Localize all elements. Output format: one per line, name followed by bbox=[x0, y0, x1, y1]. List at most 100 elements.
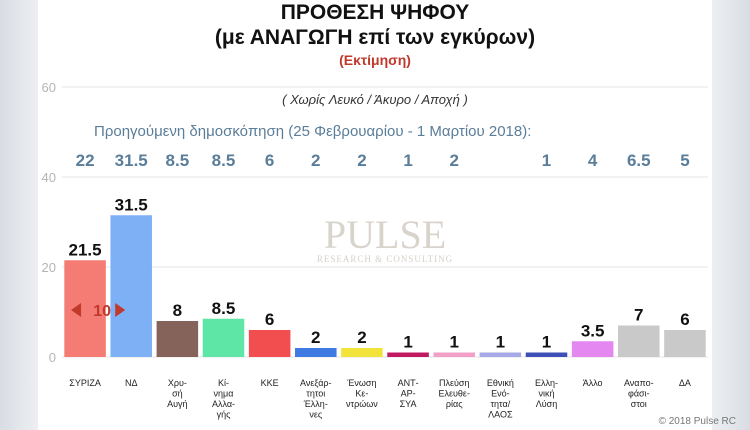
category-label: Εθνική bbox=[487, 378, 514, 388]
bar bbox=[571, 341, 614, 357]
previous-value: 2 bbox=[449, 151, 458, 170]
category-label: Αλλα- bbox=[212, 399, 235, 409]
bars bbox=[64, 215, 706, 357]
category-label: νική bbox=[538, 389, 554, 399]
category-label: φάσι- bbox=[628, 389, 650, 399]
category-label: Ελευθε- bbox=[438, 389, 469, 399]
bar bbox=[664, 330, 706, 357]
value-label: 2 bbox=[311, 328, 320, 347]
value-label: 8.5 bbox=[212, 299, 236, 318]
previous-values-row: 22 31.5 8.5 8.5 6 2 2 1 2 1 4 6.5 5 bbox=[76, 151, 690, 170]
value-label: 21.5 bbox=[69, 240, 102, 259]
bar bbox=[156, 321, 199, 357]
category-label: ΣΥΑ bbox=[400, 399, 417, 409]
previous-value: 8.5 bbox=[212, 151, 236, 170]
previous-value: 5 bbox=[680, 151, 689, 170]
previous-value: 6 bbox=[265, 151, 274, 170]
category-label: Κί- bbox=[218, 378, 229, 388]
y-axis: 0 20 40 60 bbox=[42, 80, 56, 365]
category-label: ρίας bbox=[446, 399, 463, 409]
bar bbox=[433, 352, 475, 357]
category-label: Χρυ- bbox=[168, 378, 187, 388]
category-label: Άλλο bbox=[583, 378, 603, 388]
value-label: 6 bbox=[265, 310, 274, 329]
category-label: ΛΑΟΣ bbox=[488, 410, 513, 420]
previous-value: 2 bbox=[311, 151, 320, 170]
category-label: σή bbox=[172, 389, 183, 399]
category-label: ΑΡ- bbox=[401, 389, 416, 399]
y-tick-label: 40 bbox=[42, 170, 56, 185]
bar bbox=[341, 348, 383, 357]
watermark-text: PULSE bbox=[324, 212, 446, 257]
category-label: ντρώων bbox=[346, 399, 378, 409]
bar bbox=[248, 330, 291, 357]
copyright-footer: © 2018 Pulse RC bbox=[658, 416, 736, 427]
category-label: Έλλη- bbox=[303, 399, 328, 409]
category-label: Ενό- bbox=[491, 389, 510, 399]
lead-arrow-left-icon bbox=[71, 303, 82, 317]
value-label: 3.5 bbox=[581, 321, 605, 340]
category-label: νημα bbox=[214, 389, 234, 399]
chart-title-line2: (με ΑΝΑΓΩΓΗ επί των εγκύρων) bbox=[214, 26, 536, 49]
value-label: 1 bbox=[449, 333, 458, 352]
lead-arrow-right-icon bbox=[115, 303, 126, 317]
y-tick-label: 0 bbox=[49, 350, 56, 365]
previous-value: 22 bbox=[76, 151, 95, 170]
category-label: νες bbox=[309, 410, 323, 420]
value-labels: 21.5 31.5 8 8.5 6 2 2 1 1 1 1 3.5 7 6 bbox=[69, 195, 690, 351]
lead-indicator: 10 bbox=[71, 303, 126, 320]
previous-value: 4 bbox=[588, 151, 598, 170]
excluded-note: ( Χωρίς Λευκό / Άκυρο / Αποχή ) bbox=[282, 92, 468, 107]
category-label: ΚΚΕ bbox=[261, 378, 279, 388]
bar bbox=[110, 215, 152, 357]
category-label: ΑΝΤ- bbox=[398, 378, 419, 388]
category-label: ΔΑ bbox=[679, 378, 691, 388]
previous-poll-label: Προηγούμενη δημοσκόπηση (25 Φεβρουαρίου … bbox=[94, 123, 532, 140]
category-label: τητοι bbox=[306, 389, 325, 399]
category-label: Αυγή bbox=[167, 399, 187, 409]
previous-value: 8.5 bbox=[166, 151, 190, 170]
category-label: Ένωση bbox=[346, 378, 376, 388]
previous-value: 31.5 bbox=[115, 151, 148, 170]
bar bbox=[64, 260, 106, 357]
category-label: Λύση bbox=[536, 399, 558, 409]
value-label: 2 bbox=[357, 328, 366, 347]
value-label: 7 bbox=[634, 306, 643, 325]
chart-panel bbox=[38, 0, 712, 430]
y-tick-label: 20 bbox=[42, 260, 56, 275]
value-label: 1 bbox=[542, 333, 551, 352]
category-label: Ανεξάρ- bbox=[300, 378, 331, 388]
bar bbox=[479, 352, 522, 357]
value-label: 31.5 bbox=[115, 195, 148, 214]
previous-value: 6.5 bbox=[627, 151, 651, 170]
lead-value: 10 bbox=[93, 303, 111, 320]
bar bbox=[295, 348, 337, 357]
category-label: Ελλη- bbox=[535, 378, 558, 388]
bar bbox=[618, 325, 660, 357]
chart-title: ΠΡΟΘΕΣΗ ΨΗΦΟΥ bbox=[280, 1, 470, 24]
bar bbox=[525, 352, 568, 357]
category-label: Κε- bbox=[355, 389, 368, 399]
previous-value: 1 bbox=[542, 151, 551, 170]
category-label: Αναπο- bbox=[624, 378, 654, 388]
value-label: 6 bbox=[680, 310, 689, 329]
value-label: 1 bbox=[403, 333, 412, 352]
value-label: 8 bbox=[173, 301, 182, 320]
category-label: ΣΥΡΙΖΑ bbox=[69, 378, 101, 388]
pulse-watermark: PULSE RESEARCH & CONSULTING bbox=[317, 212, 453, 264]
category-label: τητα/ bbox=[491, 399, 511, 409]
watermark-subtext: RESEARCH & CONSULTING bbox=[317, 254, 453, 264]
bar bbox=[202, 318, 245, 357]
value-label: 1 bbox=[496, 333, 505, 352]
bar bbox=[387, 352, 429, 357]
previous-value: 2 bbox=[357, 151, 366, 170]
chart-subtitle: (Εκτίμηση) bbox=[339, 52, 411, 68]
previous-value: 1 bbox=[403, 151, 412, 170]
category-label: στοι bbox=[631, 399, 647, 409]
category-label: ΝΔ bbox=[125, 378, 138, 388]
category-label: Πλεύση bbox=[439, 378, 470, 388]
y-tick-label: 60 bbox=[42, 80, 56, 95]
category-label: γής bbox=[217, 410, 232, 420]
